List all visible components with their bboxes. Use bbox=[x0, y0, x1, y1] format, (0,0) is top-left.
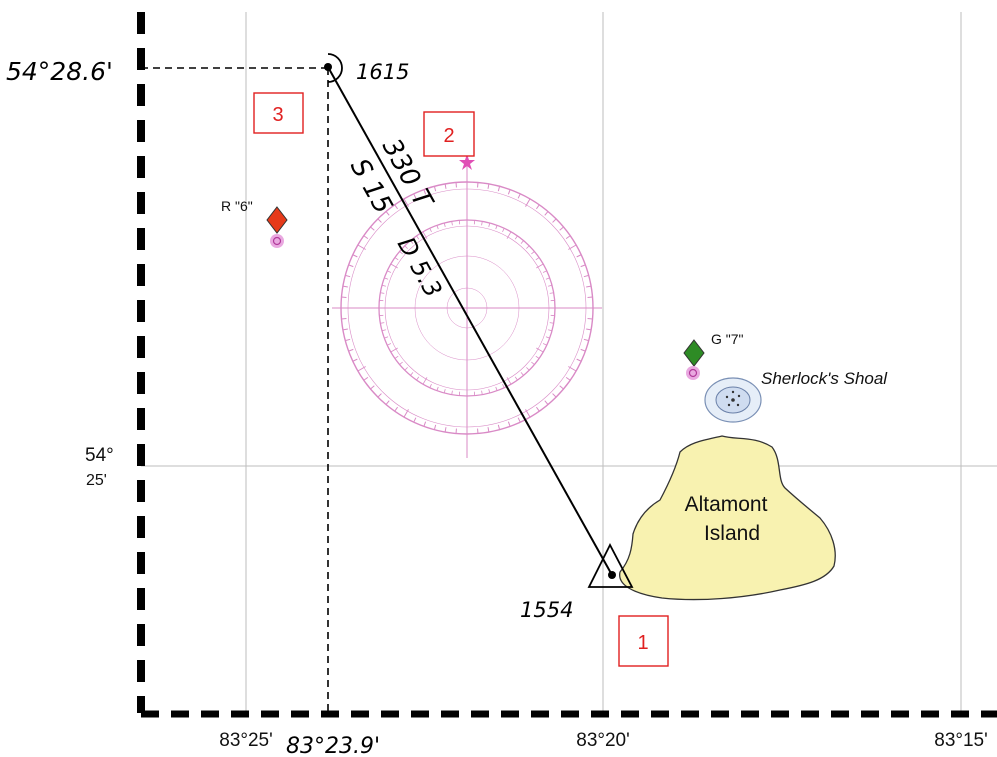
altamont-island bbox=[619, 435, 836, 601]
step-box-3: 3 bbox=[253, 92, 304, 134]
lon-label-83-15: 83°15' bbox=[934, 730, 988, 751]
lon-label-83-20: 83°20' bbox=[576, 730, 630, 751]
step-box-1: 1 bbox=[618, 615, 669, 667]
green-buoy-label: G "7" bbox=[711, 331, 744, 347]
dr-time-label: 1615 bbox=[356, 60, 409, 84]
svg-text:1: 1 bbox=[637, 632, 648, 654]
fix-plot-lines bbox=[141, 67, 329, 713]
start-time-label: 1554 bbox=[520, 598, 573, 622]
compass-rose bbox=[332, 162, 602, 458]
latitude-deg-label: 54° bbox=[85, 445, 114, 466]
fix-latitude-label: 54°28.6' bbox=[6, 57, 113, 86]
latitude-min-label: 25' bbox=[86, 472, 107, 489]
fix-position-triangle bbox=[587, 543, 634, 588]
island-label-line2: Island bbox=[704, 522, 760, 545]
chart-grid bbox=[141, 12, 997, 713]
green-buoy-icon bbox=[683, 339, 705, 380]
course-line bbox=[327, 66, 613, 576]
svg-text:3: 3 bbox=[272, 104, 283, 126]
red-buoy-label: R "6" bbox=[221, 198, 253, 214]
svg-text:2: 2 bbox=[443, 125, 454, 147]
sherlocks-shoal bbox=[704, 377, 762, 423]
dr-position-symbol bbox=[324, 53, 343, 83]
island-label-line1: Altamont bbox=[685, 493, 768, 516]
red-buoy-icon bbox=[266, 206, 288, 248]
north-star-icon bbox=[459, 154, 475, 170]
step-box-2: 2 bbox=[423, 111, 475, 157]
fix-longitude-label: 83°23.9' bbox=[286, 734, 380, 757]
shoal-label: Sherlock's Shoal bbox=[761, 369, 888, 388]
lon-label-83-25: 83°25' bbox=[219, 730, 273, 751]
